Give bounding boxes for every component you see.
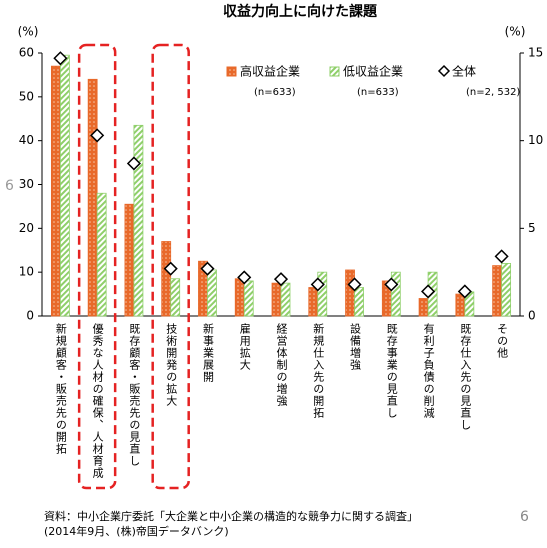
marker [200, 261, 215, 276]
y2-tick-label: 10 [528, 133, 543, 147]
bar [455, 293, 466, 317]
legend-label: 高収益企業 [240, 64, 300, 79]
bar [243, 280, 254, 317]
legend-label: 低収益企業 [343, 64, 403, 79]
bar [418, 298, 429, 317]
marker [273, 272, 289, 287]
y-tick-label: 60 [19, 46, 34, 60]
y-tick-label: 20 [19, 221, 34, 235]
side-mark: 6 [5, 178, 14, 194]
bar [234, 278, 245, 317]
bar [501, 262, 512, 317]
x-tick-label: 優秀な人材の確保、人材育成 [91, 323, 105, 479]
highlight-box [77, 43, 117, 490]
marker [421, 284, 436, 299]
marker [384, 277, 399, 292]
legend-note: (n=633) [357, 87, 399, 98]
x-tick-label: 雇用拡大 [238, 323, 252, 371]
legend-note: (n=2, 532) [466, 87, 520, 98]
x-tick-label: 経営体制の増強 [275, 323, 288, 407]
x-tick-label: 技術開発の拡大 [164, 323, 178, 407]
x-tick-label: 既存事業の見直し [385, 323, 399, 419]
bar [124, 203, 135, 317]
bar [96, 192, 107, 317]
marker [163, 261, 178, 276]
highlight-box [151, 43, 190, 490]
y-tick-label: 10 [19, 265, 34, 279]
legend-swatch [329, 66, 340, 77]
marker [310, 277, 325, 292]
y2-unit: (%) [505, 25, 526, 39]
bar [170, 278, 181, 317]
bar [317, 271, 328, 317]
bar [207, 269, 217, 317]
marker [90, 128, 105, 143]
bar [271, 282, 282, 317]
x-tick-label: その他 [495, 323, 509, 359]
x-tick-label: 有利子負債の削減 [422, 323, 436, 419]
marker [494, 249, 509, 264]
y-unit: (%) [18, 25, 39, 39]
page-number: 6 [520, 509, 529, 525]
x-tick-label: 既存顧客・販売先の見直し [127, 323, 141, 467]
marker [237, 270, 252, 285]
bar [280, 282, 291, 317]
x-tick-label: 新事業展開 [201, 323, 215, 383]
x-tick-label: 新規仕入先の開拓 [311, 323, 325, 419]
legend-note: (n=633) [254, 87, 296, 98]
legend-swatch [437, 64, 451, 78]
bar [50, 65, 61, 317]
x-tick-label: 新規顧客・販売先の開拓 [54, 323, 68, 455]
bar [308, 287, 319, 317]
source: (2014年9月、(株)帝国データバンク) [44, 525, 229, 538]
bar [345, 269, 355, 317]
marker [126, 156, 141, 171]
marker [457, 284, 472, 299]
bar [161, 241, 172, 317]
bar [354, 287, 364, 317]
legend-swatch [226, 66, 237, 77]
x-tick-label: 既存仕入先の見直し [458, 323, 472, 431]
chart-title: 収益力向上に向けた課題 [223, 3, 378, 20]
y-tick-label: 40 [19, 133, 34, 147]
y-tick-label: 0 [26, 309, 34, 323]
marker [53, 51, 68, 66]
y2-tick-label: 0 [528, 309, 536, 323]
y-tick-label: 50 [19, 89, 34, 103]
y2-tick-label: 5 [528, 221, 536, 235]
bar [492, 265, 503, 317]
marker [347, 277, 362, 292]
bar [87, 78, 98, 317]
legend-label: 全体 [452, 64, 476, 79]
bar [133, 124, 144, 317]
bar [59, 54, 70, 317]
source: 資料：中小企業庁委託「大企業と中小企業の構造的な競争力に関する調査」 [44, 510, 418, 523]
bar [390, 271, 401, 317]
y2-tick-label: 15 [528, 46, 543, 60]
y-tick-label: 30 [19, 177, 34, 191]
x-tick-label: 設備増強 [348, 323, 362, 371]
